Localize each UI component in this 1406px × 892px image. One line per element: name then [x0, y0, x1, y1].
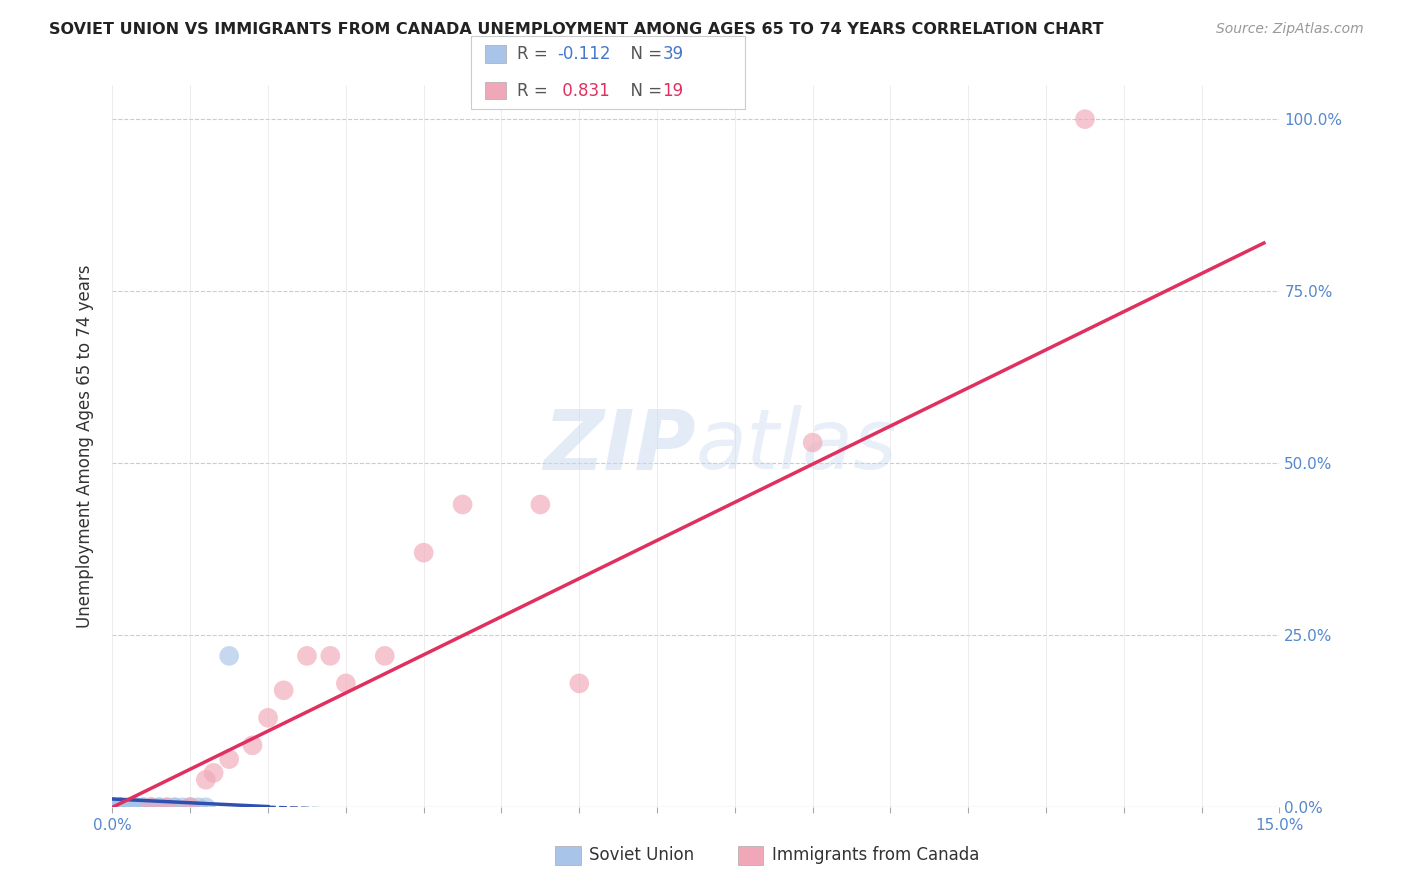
- Point: [141, 800, 163, 814]
- Text: 0.831: 0.831: [557, 81, 610, 100]
- Text: 39: 39: [662, 45, 683, 63]
- Y-axis label: Unemployment Among Ages 65 to 74 years: Unemployment Among Ages 65 to 74 years: [76, 264, 94, 628]
- Point: [101, 800, 124, 814]
- Point: [412, 546, 434, 560]
- Point: [172, 800, 194, 814]
- Point: [125, 800, 148, 814]
- Point: [101, 800, 124, 814]
- Point: [101, 800, 124, 814]
- Text: SOVIET UNION VS IMMIGRANTS FROM CANADA UNEMPLOYMENT AMONG AGES 65 TO 74 YEARS CO: SOVIET UNION VS IMMIGRANTS FROM CANADA U…: [49, 22, 1104, 37]
- Point: [101, 800, 124, 814]
- Point: [273, 683, 295, 698]
- Point: [156, 800, 179, 814]
- Point: [101, 800, 124, 814]
- Point: [179, 800, 201, 814]
- Text: Source: ZipAtlas.com: Source: ZipAtlas.com: [1216, 22, 1364, 37]
- Point: [156, 800, 179, 814]
- Point: [257, 711, 280, 725]
- Point: [110, 800, 132, 814]
- Text: R =: R =: [517, 45, 554, 63]
- Point: [101, 800, 124, 814]
- Point: [218, 752, 240, 766]
- Point: [117, 800, 139, 814]
- Point: [141, 800, 163, 814]
- Point: [194, 772, 217, 787]
- Point: [179, 800, 201, 814]
- Text: atlas: atlas: [696, 406, 897, 486]
- Text: R =: R =: [517, 81, 554, 100]
- Point: [187, 800, 209, 814]
- Point: [101, 800, 124, 814]
- Point: [101, 800, 124, 814]
- Point: [132, 800, 155, 814]
- Point: [179, 800, 201, 814]
- Point: [101, 800, 124, 814]
- Point: [101, 800, 124, 814]
- Text: 19: 19: [662, 81, 683, 100]
- Point: [335, 676, 357, 690]
- Point: [148, 800, 170, 814]
- Point: [101, 800, 124, 814]
- Point: [117, 800, 139, 814]
- Point: [374, 648, 396, 663]
- Point: [295, 648, 318, 663]
- Point: [101, 800, 124, 814]
- Point: [194, 800, 217, 814]
- Point: [110, 800, 132, 814]
- Point: [202, 765, 225, 780]
- Text: N =: N =: [620, 45, 668, 63]
- Point: [218, 648, 240, 663]
- Point: [319, 648, 342, 663]
- Point: [110, 800, 132, 814]
- Point: [141, 800, 163, 814]
- Text: -0.112: -0.112: [557, 45, 610, 63]
- Point: [163, 800, 186, 814]
- Point: [101, 800, 124, 814]
- Point: [568, 676, 591, 690]
- Point: [801, 435, 824, 450]
- Point: [101, 800, 124, 814]
- Point: [1074, 112, 1097, 127]
- Text: Soviet Union: Soviet Union: [589, 847, 695, 864]
- Point: [125, 800, 148, 814]
- Text: N =: N =: [620, 81, 668, 100]
- Point: [529, 498, 551, 512]
- Point: [132, 800, 155, 814]
- Text: Immigrants from Canada: Immigrants from Canada: [772, 847, 979, 864]
- Point: [101, 800, 124, 814]
- Point: [148, 800, 170, 814]
- Point: [451, 498, 474, 512]
- Point: [110, 800, 132, 814]
- Point: [125, 800, 148, 814]
- Point: [163, 800, 186, 814]
- Point: [242, 739, 264, 753]
- Text: ZIP: ZIP: [543, 406, 696, 486]
